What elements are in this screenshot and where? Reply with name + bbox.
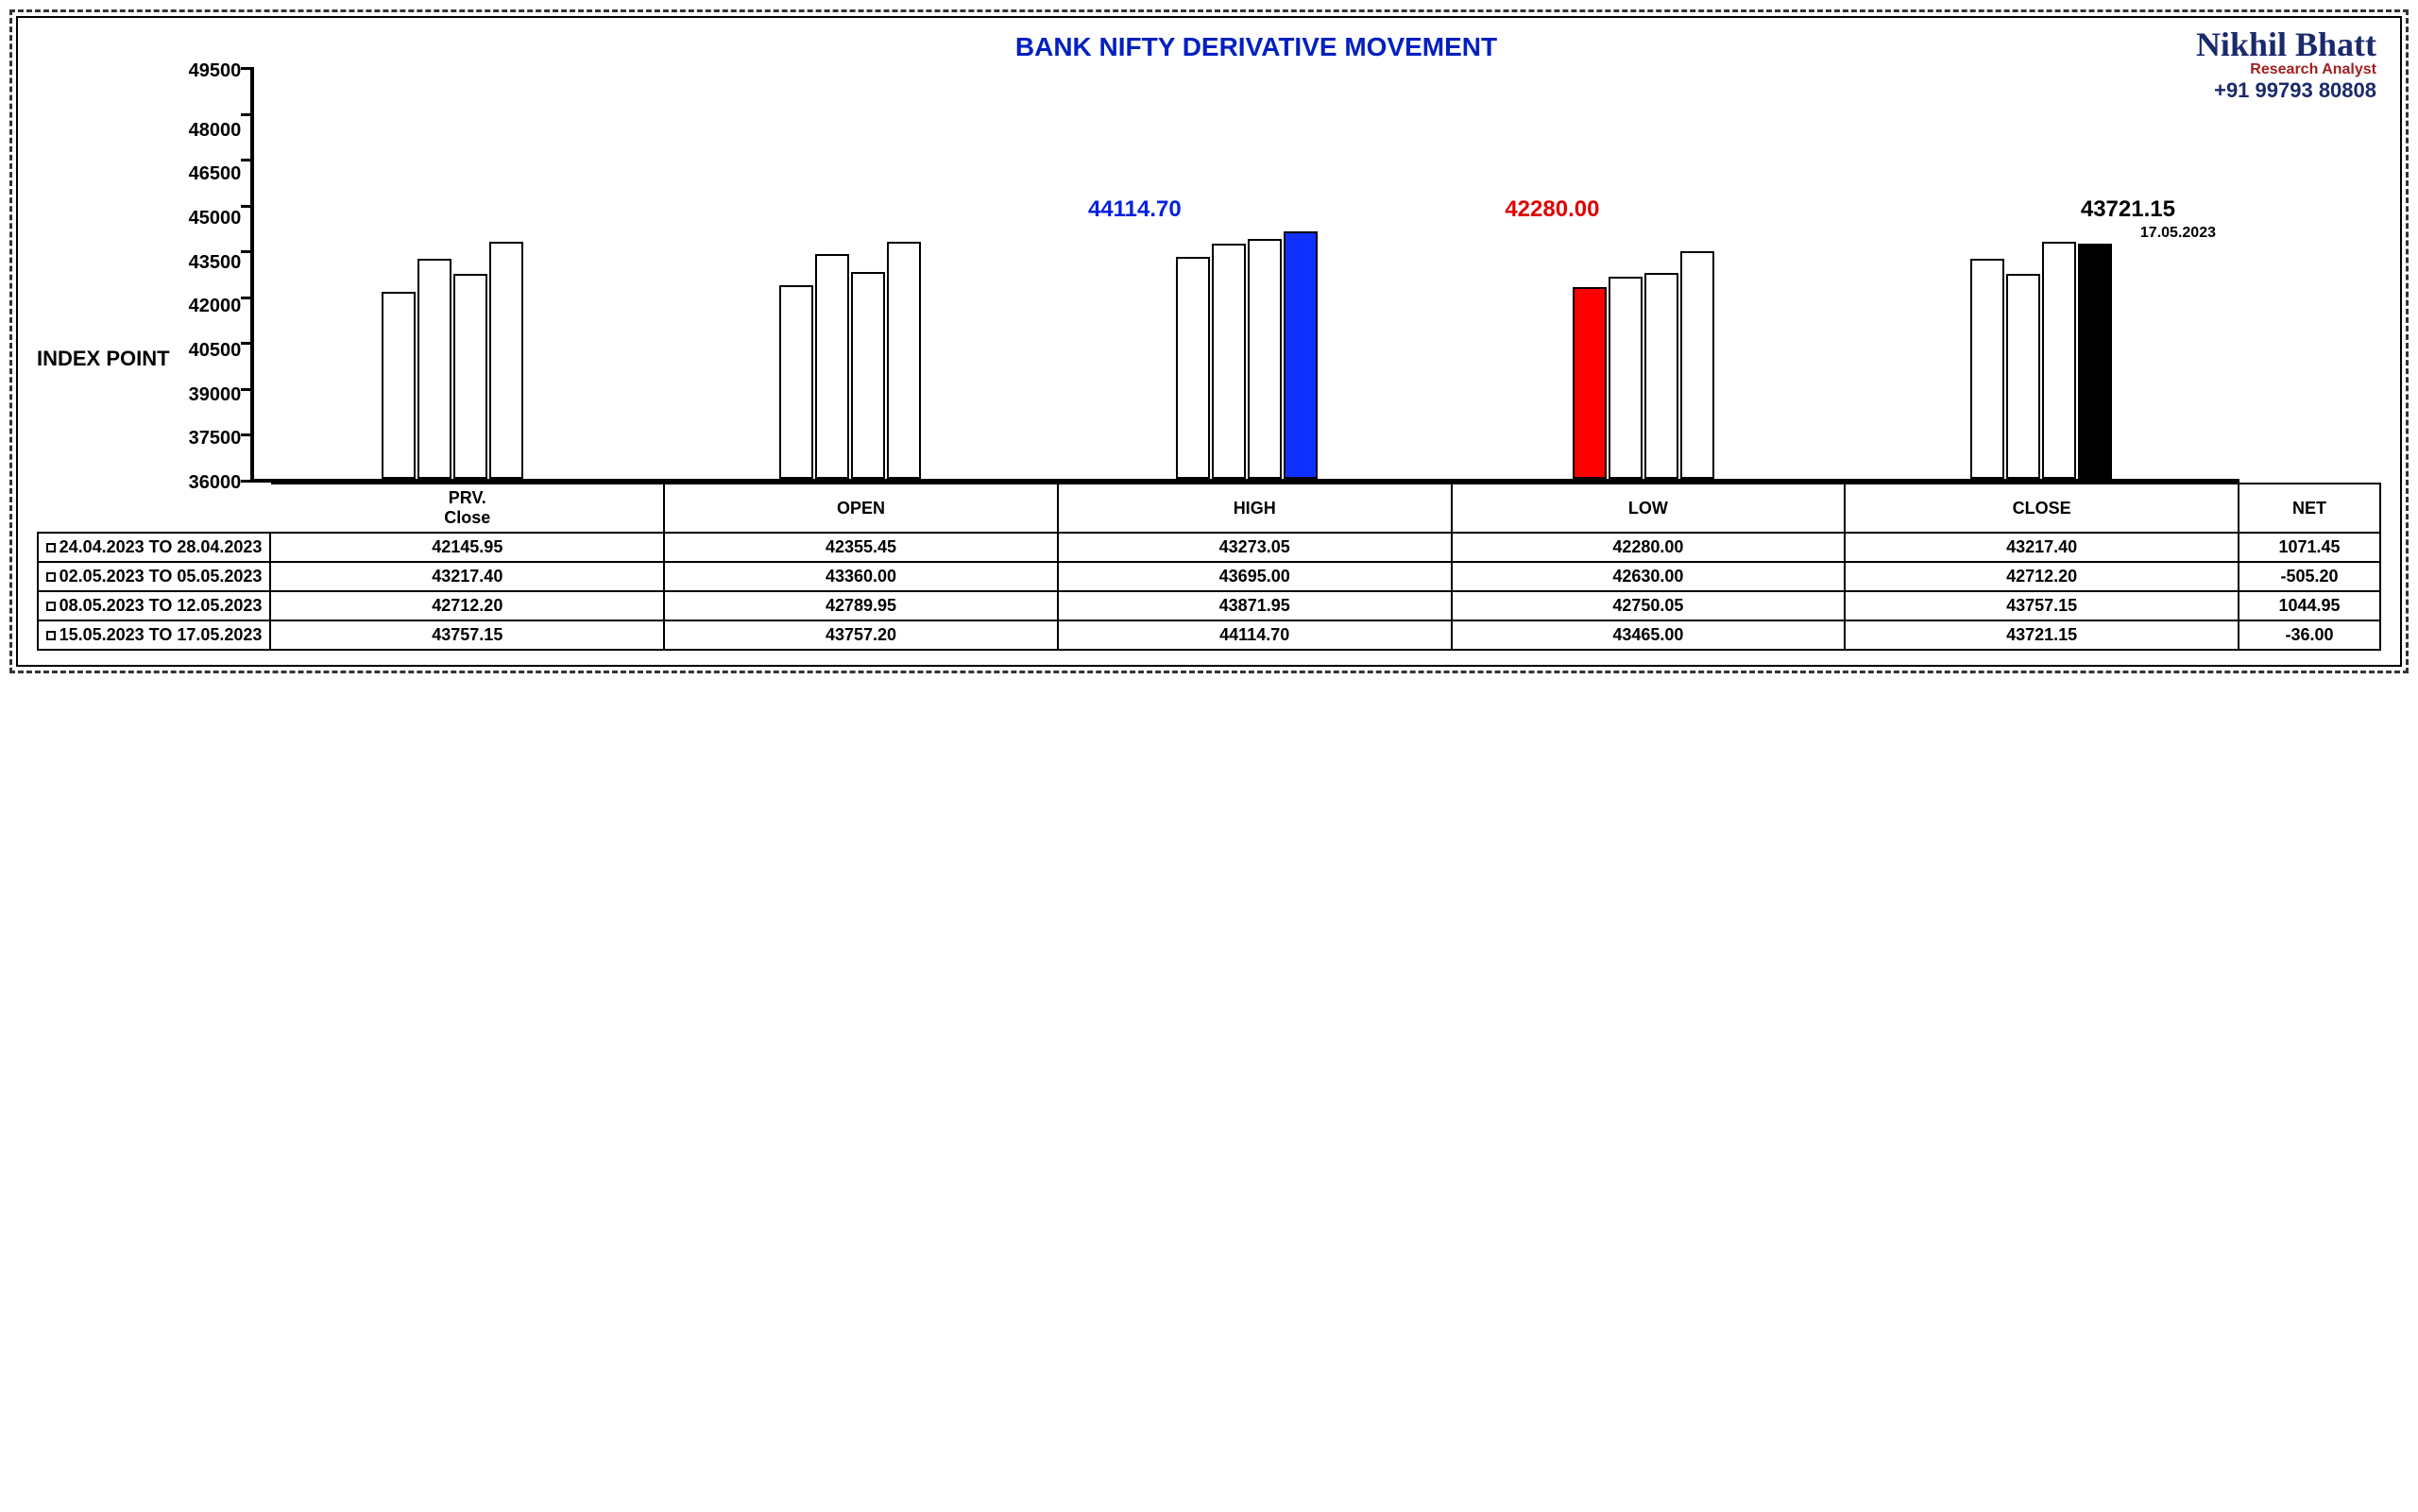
data-table: PRV.CloseOPENHIGHLOWCLOSENET24.04.2023 T… [37,483,2381,651]
bar [1609,277,1643,479]
table-row: 02.05.2023 TO 05.05.202343217.4043360.00… [38,562,2380,591]
cell-prv: 43217.40 [270,562,664,591]
cell-close: 43721.15 [1845,620,2239,650]
table-row: 15.05.2023 TO 17.05.202343757.1543757.20… [38,620,2380,650]
bar [382,292,416,479]
bar [887,242,921,479]
bar [1573,287,1607,479]
table-header: HIGH [1058,484,1452,533]
y-tick: 39000 [189,385,242,404]
cell-high: 43871.95 [1058,591,1452,620]
row-period-label: 02.05.2023 TO 05.05.2023 [38,562,271,591]
bar [489,242,523,479]
chart-area: INDEX POINT 4950048000465004500043500420… [37,67,2381,651]
y-tick: 49500 [189,61,242,80]
close-date-callout: 17.05.2023 [2140,225,2216,242]
bar [2078,244,2112,479]
y-tick: 46500 [189,164,242,183]
bar [1248,239,1282,479]
net-column-spacer [2239,67,2381,483]
cell-high: 44114.70 [1058,620,1452,650]
bar [1680,251,1714,479]
bar [1284,231,1318,479]
cell-close: 42712.20 [1845,562,2239,591]
y-tick: 45000 [189,209,242,228]
table-row: 24.04.2023 TO 28.04.202342145.9542355.45… [38,533,2380,562]
inner-frame: Nikhil Bhatt Research Analyst +91 99793 … [16,16,2402,667]
y-tick: 36000 [189,473,242,492]
cell-open: 43360.00 [664,562,1058,591]
outer-frame: Nikhil Bhatt Research Analyst +91 99793 … [9,9,2409,673]
cell-prv: 43757.15 [270,620,664,650]
table-header: CLOSE [1845,484,2239,533]
row-period-label: 08.05.2023 TO 12.05.2023 [38,591,271,620]
cell-close: 43757.15 [1845,591,2239,620]
cell-close: 43217.40 [1845,533,2239,562]
bar [417,259,451,479]
bar-group: 44114.70 [1048,67,1445,479]
bar [1212,244,1246,479]
bar [2042,242,2076,479]
cell-prv: 42712.20 [270,591,664,620]
cell-open: 43757.20 [664,620,1058,650]
low-callout: 42280.00 [1505,196,1599,223]
bar [815,254,849,479]
bar-group [652,67,1048,479]
close-callout: 43721.15 [2081,196,2175,223]
row-period-label: 15.05.2023 TO 17.05.2023 [38,620,271,650]
bar-group [254,67,651,479]
cell-open: 42789.95 [664,591,1058,620]
y-tick: 37500 [189,429,242,448]
high-callout: 44114.70 [1088,196,1182,223]
table-row: 08.05.2023 TO 12.05.202342712.2042789.95… [38,591,2380,620]
cell-low: 42750.05 [1452,591,1846,620]
bar [2006,274,2040,479]
bar [1644,273,1678,479]
table-header: PRV.Close [270,484,664,533]
cell-low: 43465.00 [1452,620,1846,650]
cell-high: 43273.05 [1058,533,1452,562]
cell-low: 42280.00 [1452,533,1846,562]
bar [1176,257,1210,479]
cell-prv: 42145.95 [270,533,664,562]
cell-open: 42355.45 [664,533,1058,562]
y-tick: 40500 [189,341,242,360]
cell-net: -505.20 [2239,562,2380,591]
cell-net: 1044.95 [2239,591,2380,620]
bar [1970,259,2004,479]
table-header: LOW [1452,484,1846,533]
bar [851,272,885,479]
cell-net: -36.00 [2239,620,2380,650]
table-header-net: NET [2239,484,2380,533]
row-period-label: 24.04.2023 TO 28.04.2023 [38,533,271,562]
bar-group: 42280.00 [1445,67,1842,479]
y-tick: 43500 [189,253,242,272]
y-tick: 42000 [189,297,242,315]
data-table-wrap: PRV.CloseOPENHIGHLOWCLOSENET24.04.2023 T… [189,483,2381,651]
cell-net: 1071.45 [2239,533,2380,562]
bar-group: 43721.15 17.05.2023 [1843,67,2239,479]
y-tick: 48000 [189,121,242,140]
author-name: Nikhil Bhatt [2196,27,2376,61]
bar [453,274,487,479]
bar [779,285,813,479]
cell-high: 43695.00 [1058,562,1452,591]
table-header: OPEN [664,484,1058,533]
bar-groups: 44114.70 42280.00 43721.15 17.05.2023 [254,67,2239,483]
cell-low: 42630.00 [1452,562,1846,591]
chart-title: BANK NIFTY DERIVATIVE MOVEMENT [131,32,2381,62]
